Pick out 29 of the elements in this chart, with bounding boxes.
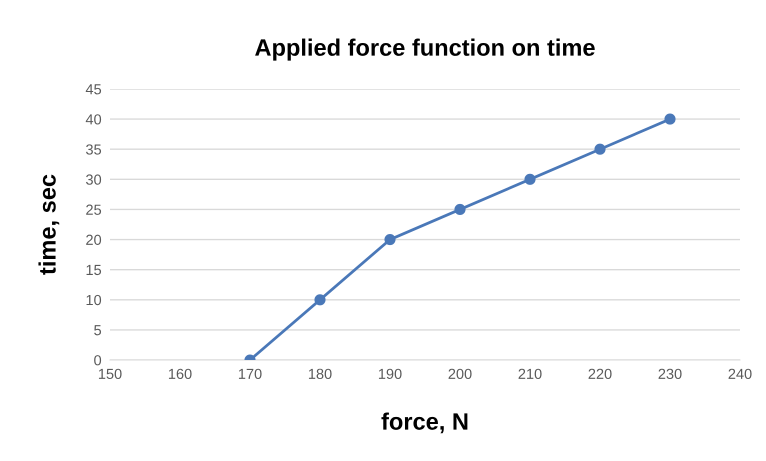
y-tick-label: 5 bbox=[94, 325, 102, 336]
x-tick-label: 190 bbox=[378, 368, 402, 380]
point bbox=[384, 234, 396, 246]
y-tick-label: 30 bbox=[86, 174, 102, 185]
x-tick-label: 230 bbox=[658, 368, 682, 380]
x-tick-label: 220 bbox=[588, 368, 612, 380]
point bbox=[664, 114, 676, 125]
x-tick-label: 200 bbox=[448, 368, 472, 380]
point bbox=[314, 294, 326, 306]
point bbox=[594, 144, 606, 155]
y-tick-label: 20 bbox=[86, 234, 102, 245]
y-tick-label: 0 bbox=[94, 355, 102, 366]
y-tick-label: 15 bbox=[86, 264, 102, 276]
y-tick-label: 25 bbox=[86, 204, 102, 215]
y-axis-title: time, sec bbox=[38, 174, 60, 275]
x-tick-label: 150 bbox=[98, 368, 122, 380]
y-tick-label: 45 bbox=[86, 84, 102, 94]
x-tick-label: 210 bbox=[518, 368, 542, 380]
y-tick-label: 40 bbox=[86, 114, 102, 125]
y-tick-label: 35 bbox=[86, 144, 102, 155]
x-tick-label: 180 bbox=[308, 368, 332, 380]
x-tick-label: 170 bbox=[238, 368, 262, 380]
x-tick-label: 160 bbox=[168, 368, 192, 380]
x-axis-title: force, N bbox=[381, 412, 468, 434]
x-tick-label: 240 bbox=[728, 368, 752, 380]
point bbox=[454, 204, 466, 215]
chart-title: Applied force function on time bbox=[255, 38, 595, 61]
y-tick-label: 10 bbox=[86, 294, 102, 306]
point bbox=[524, 174, 536, 185]
